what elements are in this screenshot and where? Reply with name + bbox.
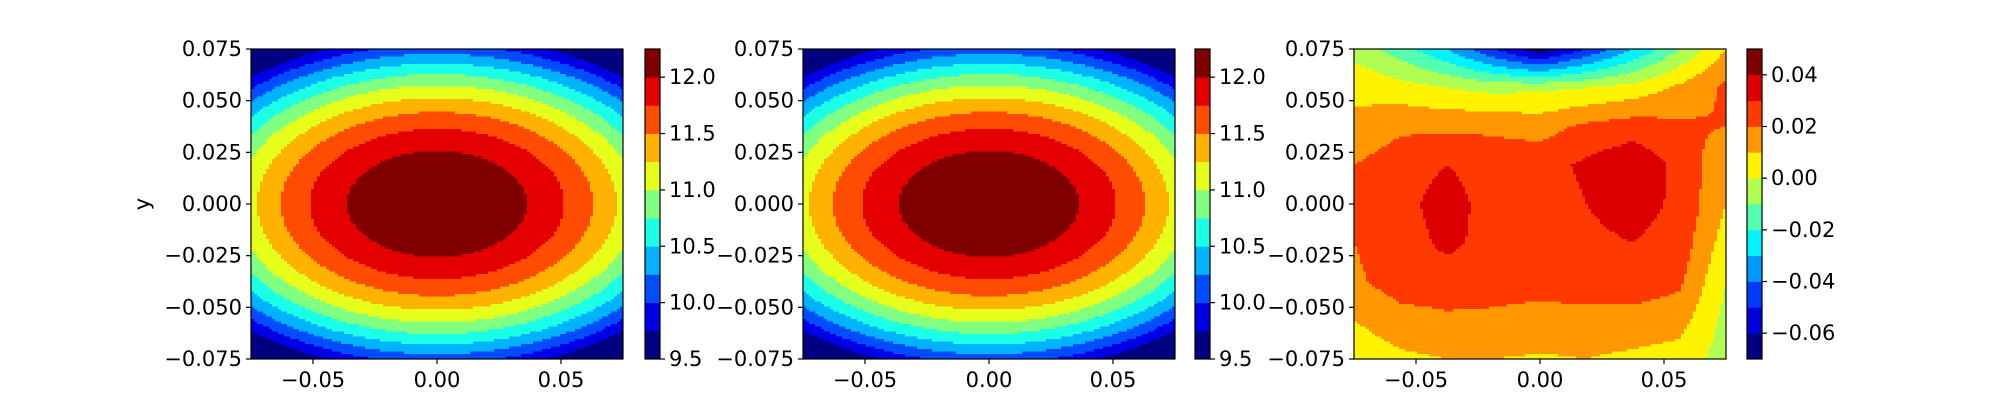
- contour-fill: [251, 49, 624, 360]
- colorbar-band: [1747, 126, 1762, 153]
- x-tick-label: −0.05: [833, 368, 897, 392]
- colorbar: 9.5 10.0 10.5 11.0 11.5 12.0: [1194, 48, 1266, 371]
- colorbar-band: [1195, 77, 1210, 106]
- y-tick-label: 0.075: [734, 37, 794, 61]
- colorbar-band: [645, 189, 660, 219]
- contour-fill: [803, 49, 1176, 360]
- colorbar-tick-label: 11.5: [669, 122, 716, 146]
- colorbar-band: [1747, 281, 1762, 308]
- colorbar-tick-label: 10.0: [1219, 291, 1266, 315]
- x-tick-label: −0.05: [1384, 368, 1448, 392]
- colorbar-band: [1747, 100, 1762, 127]
- colorbar-band: [645, 77, 660, 106]
- colorbar-band: [645, 218, 660, 247]
- colorbar-band: [1195, 302, 1210, 332]
- colorbar-band: [645, 246, 660, 275]
- colorbar-tick-label: 0.04: [1771, 63, 1818, 87]
- x-tick-label: 0.05: [538, 368, 585, 392]
- colorbar-frame: [1746, 48, 1763, 360]
- colorbar-band: [645, 105, 660, 134]
- colorbar-band: [1747, 333, 1762, 360]
- colorbar-band: [1747, 204, 1762, 231]
- x-tick-label: 0.00: [966, 368, 1013, 392]
- colorbar-band: [1195, 246, 1210, 275]
- colorbar-band: [1747, 229, 1762, 257]
- colorbar-band: [1195, 330, 1210, 360]
- colorbar-tick-label: 0.00: [1771, 166, 1818, 190]
- colorbar-band: [645, 133, 660, 163]
- colorbar-band: [1195, 49, 1210, 78]
- colorbar-tick-label: 12.0: [1219, 65, 1266, 89]
- colorbar-tick-label: −0.02: [1771, 218, 1835, 242]
- y-tick-label: 0.025: [734, 140, 794, 164]
- colorbar-band: [1747, 307, 1762, 334]
- colorbar-tick-label: 12.0: [669, 65, 716, 89]
- colorbar-band: [1747, 152, 1762, 179]
- y-tick-label: 0.075: [1285, 37, 1345, 61]
- colorbar-band: [645, 302, 660, 332]
- y-tick-label: 0.050: [1285, 89, 1345, 113]
- y-tick-label: −0.075: [164, 347, 242, 371]
- x-axis-label: x: [431, 396, 443, 400]
- colorbar-tick-label: 0.02: [1771, 115, 1818, 139]
- colorbar-frame: [644, 48, 661, 360]
- y-tick-label: 0.025: [182, 140, 242, 164]
- contour-panel-2: −0.05 0.00 0.05 −0.075 −0.050 −0.025 0.000 0.02…: [716, 37, 1265, 400]
- x-axis-label: x: [983, 396, 995, 400]
- x-axis-label: x: [1534, 396, 1546, 400]
- colorbar-tick-label: 9.5: [1219, 347, 1252, 371]
- contour-panel-3: −0.05 0.00 0.05 −0.075 −0.050 −0.025 0.000 0.02…: [1267, 37, 1835, 400]
- colorbar-band: [1195, 274, 1210, 304]
- colorbar: −0.06 −0.04 −0.02 0.00 0.02 0.04: [1746, 48, 1835, 360]
- x-tick-label: 0.00: [414, 368, 461, 392]
- x-tick-label: 0.05: [1641, 368, 1688, 392]
- x-tick-label: 0.00: [1517, 368, 1564, 392]
- colorbar-band: [1195, 218, 1210, 247]
- colorbar-band: [645, 274, 660, 304]
- y-tick-label: −0.075: [1267, 347, 1345, 371]
- colorbar-frame: [1194, 48, 1211, 360]
- colorbar-tick-label: 10.0: [669, 291, 716, 315]
- y-tick-label: 0.050: [734, 89, 794, 113]
- y-tick-label: −0.050: [716, 295, 794, 319]
- colorbar-band: [1747, 178, 1762, 205]
- colorbar-tick-label: −0.04: [1771, 270, 1835, 294]
- y-tick-label: −0.075: [716, 347, 794, 371]
- contour-panel-1: −0.05 0.00 0.05 −0.075 −0.050 −0.025 0.000 0.02…: [130, 37, 716, 400]
- colorbar-band: [645, 161, 660, 191]
- colorbar-band: [1747, 49, 1762, 76]
- colorbar-tick-label: 9.5: [669, 347, 702, 371]
- colorbar-tick-label: 10.5: [1219, 234, 1266, 258]
- colorbar-band: [645, 49, 660, 78]
- y-tick-label: 0.075: [182, 37, 242, 61]
- y-tick-label: −0.050: [164, 295, 242, 319]
- y-tick-label: −0.025: [1267, 244, 1345, 268]
- y-tick-label: −0.050: [1267, 295, 1345, 319]
- y-tick-label: 0.000: [182, 192, 242, 216]
- y-tick-label: 0.000: [1285, 192, 1345, 216]
- y-tick-label: −0.025: [164, 244, 242, 268]
- colorbar-tick-label: −0.06: [1771, 321, 1835, 345]
- x-tick-label: −0.05: [281, 368, 345, 392]
- colorbar-band: [645, 330, 660, 360]
- colorbar-band: [1195, 189, 1210, 219]
- colorbar-tick-label: 10.5: [669, 234, 716, 258]
- colorbar-tick-label: 11.0: [669, 178, 716, 202]
- y-tick-label: 0.050: [182, 89, 242, 113]
- y-tick-label: −0.025: [716, 244, 794, 268]
- colorbar-band: [1747, 255, 1762, 282]
- colorbar-band: [1195, 105, 1210, 134]
- colorbar-band: [1195, 133, 1210, 163]
- colorbar-tick-label: 11.5: [1219, 122, 1266, 146]
- colorbar-tick-label: 11.0: [1219, 178, 1266, 202]
- x-tick-label: 0.05: [1090, 368, 1137, 392]
- y-axis-label: y: [130, 198, 154, 210]
- colorbar-band: [1747, 74, 1762, 102]
- contour-fill: [1354, 49, 1727, 360]
- colorbar-band: [1195, 161, 1210, 191]
- y-tick-label: 0.000: [734, 192, 794, 216]
- colorbar: 9.5 10.0 10.5 11.0 11.5 12.0: [644, 48, 716, 371]
- y-tick-label: 0.025: [1285, 140, 1345, 164]
